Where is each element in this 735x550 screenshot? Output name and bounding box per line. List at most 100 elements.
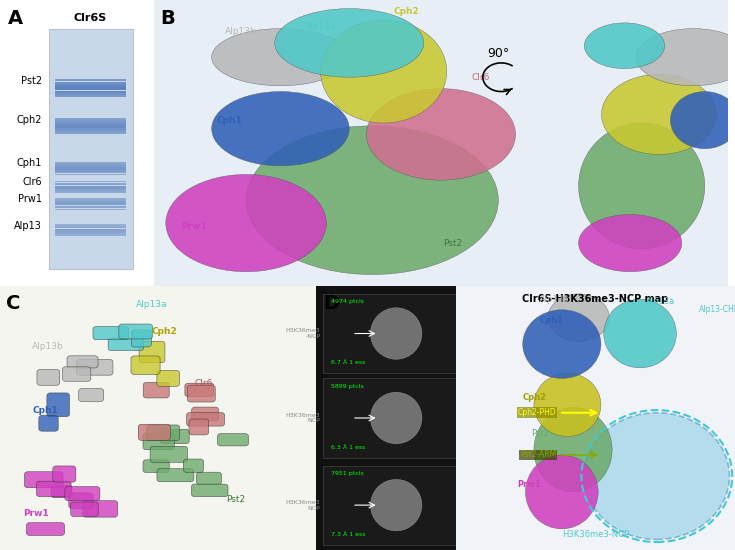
Bar <box>55 130 126 131</box>
Bar <box>55 172 126 173</box>
FancyBboxPatch shape <box>143 460 169 472</box>
Text: Clr6: Clr6 <box>472 73 490 82</box>
Text: H3K36me3
NCP: H3K36me3 NCP <box>286 500 320 510</box>
Bar <box>55 190 126 191</box>
Text: Prw1: Prw1 <box>23 509 49 518</box>
Text: H3K36me3
NCP: H3K36me3 NCP <box>286 412 320 424</box>
FancyBboxPatch shape <box>69 493 93 508</box>
Bar <box>55 124 126 126</box>
Text: Cph2: Cph2 <box>152 327 178 336</box>
Ellipse shape <box>534 373 601 437</box>
Text: Alp13b: Alp13b <box>224 28 257 36</box>
FancyBboxPatch shape <box>131 356 160 375</box>
FancyBboxPatch shape <box>39 415 58 431</box>
FancyBboxPatch shape <box>146 425 179 441</box>
Text: Prw1: Prw1 <box>517 480 541 488</box>
Bar <box>55 82 126 84</box>
Bar <box>55 199 126 201</box>
Bar <box>55 84 126 86</box>
FancyBboxPatch shape <box>157 371 179 386</box>
Bar <box>55 95 126 97</box>
FancyBboxPatch shape <box>185 383 214 397</box>
FancyBboxPatch shape <box>143 382 169 398</box>
Text: Clr6: Clr6 <box>22 177 42 188</box>
FancyBboxPatch shape <box>37 370 60 385</box>
Ellipse shape <box>526 455 598 529</box>
Bar <box>55 165 126 167</box>
Bar <box>55 128 126 130</box>
Bar <box>55 183 126 184</box>
Text: C: C <box>7 294 21 313</box>
Ellipse shape <box>320 20 447 123</box>
Text: Pst2-ARM: Pst2-ARM <box>520 450 556 459</box>
Text: Alp13a: Alp13a <box>305 21 337 31</box>
FancyBboxPatch shape <box>196 472 221 485</box>
Ellipse shape <box>534 408 612 492</box>
Bar <box>55 122 126 124</box>
Ellipse shape <box>601 74 716 155</box>
FancyBboxPatch shape <box>51 485 72 498</box>
Ellipse shape <box>578 123 705 249</box>
Bar <box>55 184 126 185</box>
FancyBboxPatch shape <box>119 324 152 339</box>
Ellipse shape <box>584 412 729 540</box>
FancyBboxPatch shape <box>83 500 118 517</box>
FancyBboxPatch shape <box>191 484 228 497</box>
Bar <box>55 204 126 205</box>
FancyBboxPatch shape <box>79 389 104 402</box>
Bar <box>323 465 456 544</box>
Bar <box>55 198 126 199</box>
Bar <box>55 206 126 207</box>
Text: Alp13a: Alp13a <box>645 298 675 306</box>
Bar <box>55 201 126 202</box>
Bar <box>55 234 126 235</box>
Text: Clr6S: Clr6S <box>74 13 107 23</box>
Ellipse shape <box>246 126 498 274</box>
Ellipse shape <box>578 214 682 272</box>
Bar <box>55 233 126 234</box>
FancyBboxPatch shape <box>160 430 189 444</box>
Ellipse shape <box>370 480 422 531</box>
Text: Pst2: Pst2 <box>443 239 462 248</box>
Bar <box>55 187 126 189</box>
FancyBboxPatch shape <box>189 419 209 435</box>
Text: Cph1: Cph1 <box>216 116 242 125</box>
Bar <box>55 192 126 193</box>
Bar <box>55 93 126 95</box>
Bar <box>323 294 456 373</box>
Ellipse shape <box>212 29 349 86</box>
Ellipse shape <box>603 299 676 368</box>
Bar <box>55 162 126 163</box>
Ellipse shape <box>370 308 422 359</box>
Text: Cph2-PHD: Cph2-PHD <box>517 408 556 417</box>
Bar <box>55 118 126 120</box>
Ellipse shape <box>584 23 664 69</box>
Text: Alp13b: Alp13b <box>539 295 569 304</box>
Bar <box>55 120 126 122</box>
Ellipse shape <box>212 91 349 166</box>
Ellipse shape <box>275 9 424 77</box>
FancyBboxPatch shape <box>24 472 63 488</box>
Bar <box>55 232 126 233</box>
Bar <box>55 126 126 128</box>
Text: Clr6: Clr6 <box>194 379 212 388</box>
FancyBboxPatch shape <box>150 446 187 463</box>
Bar <box>55 186 126 187</box>
Bar <box>55 181 126 183</box>
Text: 90°: 90° <box>487 47 509 60</box>
Text: Cph1: Cph1 <box>17 158 42 168</box>
Bar <box>55 163 126 165</box>
Text: H3K36me3
-NCP: H3K36me3 -NCP <box>286 328 320 339</box>
Text: Pst2: Pst2 <box>531 430 549 438</box>
FancyBboxPatch shape <box>76 359 113 375</box>
FancyBboxPatch shape <box>67 356 98 368</box>
Text: Pst2: Pst2 <box>21 76 42 86</box>
Text: Clr6S-H3K36me3-NCP map: Clr6S-H3K36me3-NCP map <box>523 294 668 304</box>
Bar <box>55 168 126 170</box>
Bar <box>55 207 126 208</box>
FancyBboxPatch shape <box>47 393 70 417</box>
Bar <box>55 224 126 225</box>
Text: Cph2: Cph2 <box>394 7 420 16</box>
Text: A: A <box>8 9 24 28</box>
Text: Cph1: Cph1 <box>539 316 564 325</box>
